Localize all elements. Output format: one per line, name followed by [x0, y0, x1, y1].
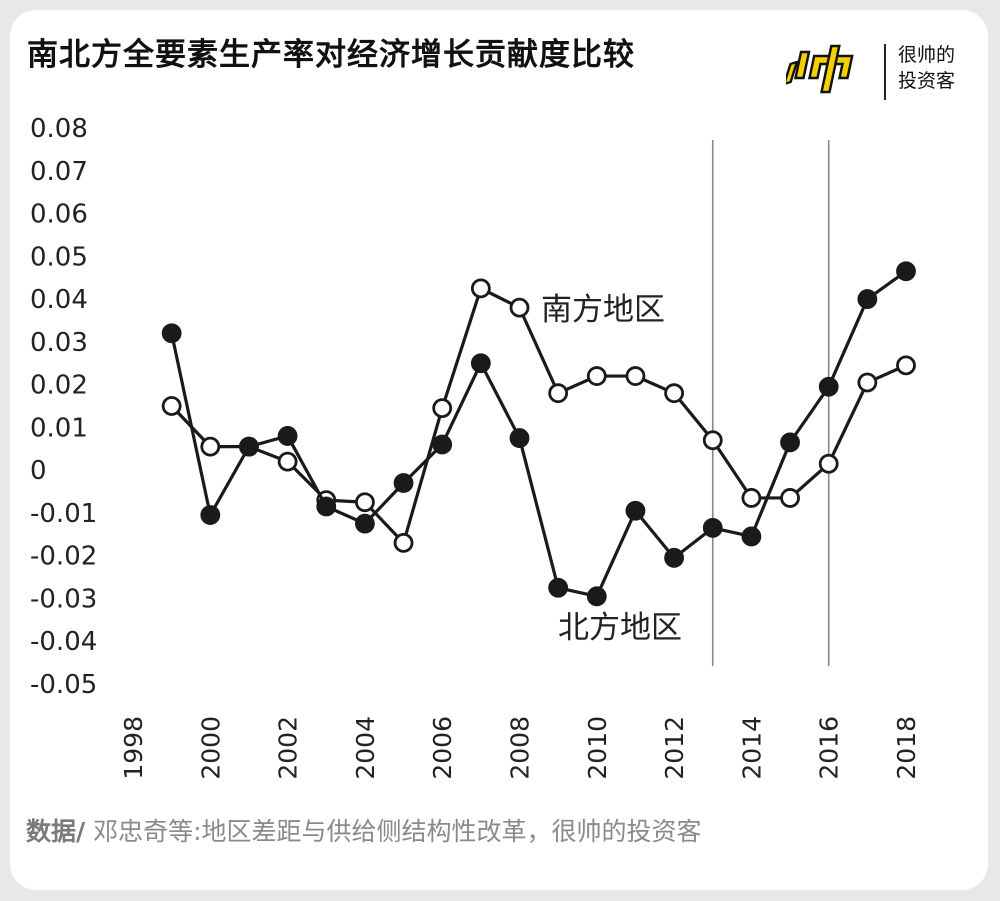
series-annotation: 北方地区 — [558, 610, 682, 646]
y-tick-label: 0.02 — [30, 371, 88, 401]
series-line — [170, 269, 907, 598]
x-tick-label: 2018 — [892, 716, 921, 780]
north-data-point — [780, 432, 800, 453]
south-data-point — [509, 297, 530, 318]
south-data-point — [161, 396, 182, 416]
chart-card — [10, 10, 988, 890]
footer-source: 邓忠奇等:地区差距与供给侧结构性改革，很帅的投资客 — [93, 817, 702, 846]
x-tick-label: 1998 — [119, 716, 148, 780]
north-data-point — [702, 517, 723, 538]
footer-label: 数据/ — [26, 817, 86, 846]
y-tick-label: -0.03 — [30, 584, 97, 614]
series-annotation: 南方地区 — [541, 292, 665, 328]
x-tick-label: 2006 — [428, 716, 457, 780]
north-data-point — [432, 434, 453, 455]
brand-line-1: 很帅的 — [898, 44, 956, 66]
y-tick-label: 0.08 — [30, 114, 88, 144]
south-data-point — [896, 355, 916, 376]
north-data-point — [896, 261, 916, 282]
south-data-point — [277, 451, 298, 472]
south-data-point — [818, 453, 839, 474]
y-tick-label: 0 — [30, 456, 47, 486]
north-data-point — [818, 376, 839, 397]
north-data-point — [509, 428, 530, 448]
y-tick-label: -0.05 — [30, 670, 97, 700]
x-tick-label: 2010 — [583, 716, 612, 780]
south-data-point — [354, 492, 375, 513]
north-data-point — [393, 473, 414, 493]
x-tick-label: 2014 — [737, 716, 766, 780]
x-tick-label: 2004 — [351, 716, 380, 780]
y-tick-label: -0.02 — [30, 542, 97, 572]
south-data-point — [586, 366, 607, 386]
y-tick-label: 0.03 — [30, 328, 88, 358]
north-data-point — [741, 526, 762, 547]
brand-divider — [884, 44, 886, 100]
north-data-point — [200, 505, 221, 525]
south-data-point — [470, 278, 491, 299]
south-data-point — [393, 532, 414, 553]
y-tick-label: -0.01 — [30, 499, 97, 529]
y-tick-label: 0.06 — [30, 200, 88, 230]
x-tick-label: 2002 — [274, 716, 303, 780]
north-data-point — [664, 547, 684, 568]
south-data-point — [857, 372, 878, 393]
north-data-point — [277, 426, 298, 446]
y-tick-label: 0.05 — [30, 242, 88, 272]
source-footer: 数据/ 邓忠奇等:地区差距与供给侧结构性改革，很帅的投资客 — [26, 812, 702, 848]
north-data-point — [354, 513, 375, 534]
north-data-point — [239, 436, 259, 457]
y-tick-label: 0.07 — [30, 157, 88, 187]
south-data-point — [625, 366, 646, 386]
x-tick-label: 2012 — [660, 716, 689, 780]
chart-title: 南北方全要素生产率对经济增长贡献度比较 — [27, 37, 635, 73]
x-tick-label: 2000 — [196, 716, 225, 780]
north-data-point — [548, 577, 569, 598]
north-data-point — [625, 500, 646, 521]
north-data-point — [586, 586, 607, 607]
y-tick-label: 0.04 — [30, 285, 88, 315]
south-data-point — [200, 436, 221, 457]
brand-name: 很帅的 投资客 — [898, 42, 984, 94]
north-data-point — [161, 323, 182, 344]
shuai-glyph-logo-icon — [786, 44, 854, 94]
x-tick-label: 2016 — [815, 716, 844, 780]
y-tick-label: 0.01 — [30, 413, 88, 443]
south-data-point — [548, 383, 569, 404]
north-data-point — [470, 353, 491, 374]
brand-line-2: 投资客 — [898, 70, 956, 92]
south-data-point — [432, 398, 453, 419]
north-data-point — [316, 496, 337, 517]
y-tick-label: -0.04 — [30, 627, 97, 657]
south-data-point — [780, 488, 800, 508]
south-data-point — [741, 488, 762, 508]
x-tick-label: 2008 — [506, 716, 535, 780]
north-data-point — [857, 289, 878, 309]
south-data-point — [664, 383, 684, 404]
south-data-point — [702, 430, 723, 451]
